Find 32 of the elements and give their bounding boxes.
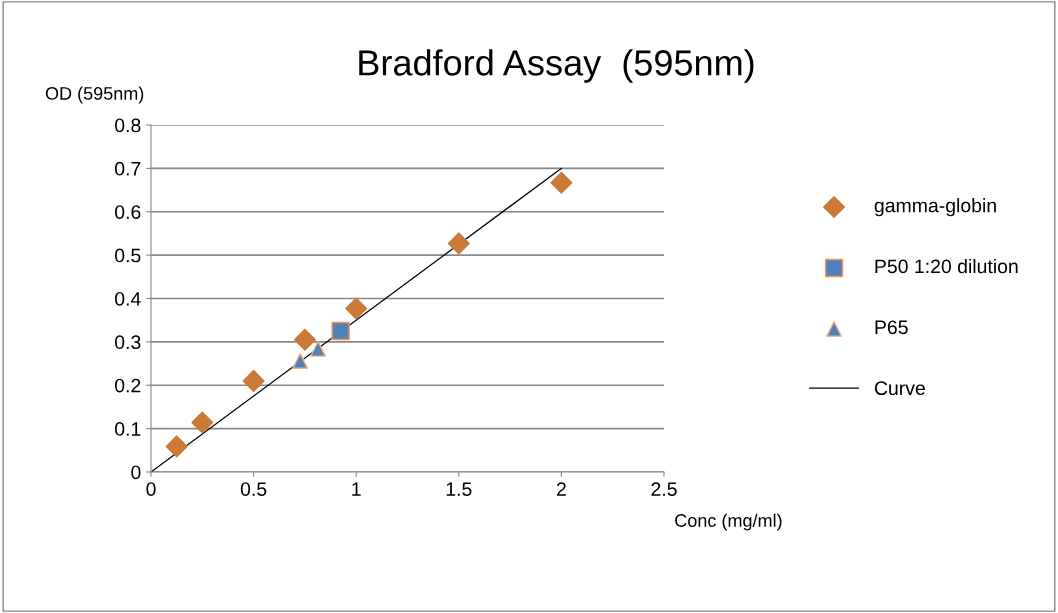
y-tick-label: 0.2 [115, 378, 141, 393]
legend-label: P50 1:20 dilution [875, 258, 1018, 274]
y-axis-title: OD (595nm) [45, 86, 144, 104]
x-tick-label: 2.5 [651, 482, 677, 496]
x-tick-label: 0 [146, 482, 156, 496]
point [310, 340, 327, 357]
point [293, 328, 316, 351]
chart-title: Bradford Assay (595nm) [359, 49, 754, 83]
y-tick-label: 0.4 [115, 291, 141, 306]
y-tick-label: 0.8 [115, 118, 141, 133]
point [447, 232, 470, 255]
x-tick-label: 1.5 [446, 482, 472, 496]
point [292, 352, 309, 369]
point [242, 369, 265, 392]
legend-label: P65 [875, 320, 908, 335]
legend-label: gamma-globin [874, 198, 996, 217]
y-tick-label: 0 [131, 465, 141, 480]
point [191, 411, 214, 434]
x-tick-label: 2 [556, 482, 566, 496]
point [345, 297, 368, 320]
y-tick-label: 0.5 [115, 248, 141, 263]
x-axis-title: Conc (mg/ml) [675, 513, 782, 531]
y-tick-label: 0.7 [115, 161, 141, 176]
point [331, 321, 350, 341]
point [165, 435, 188, 458]
legend-label: Curve [874, 381, 925, 396]
y-tick-label: 0.3 [115, 335, 141, 350]
point [550, 171, 573, 194]
y-tick-label: 0.6 [115, 205, 141, 219]
x-tick-label: 1 [352, 482, 361, 496]
y-tick-label: 0.1 [115, 422, 141, 436]
x-tick-label: 0.5 [240, 482, 267, 496]
